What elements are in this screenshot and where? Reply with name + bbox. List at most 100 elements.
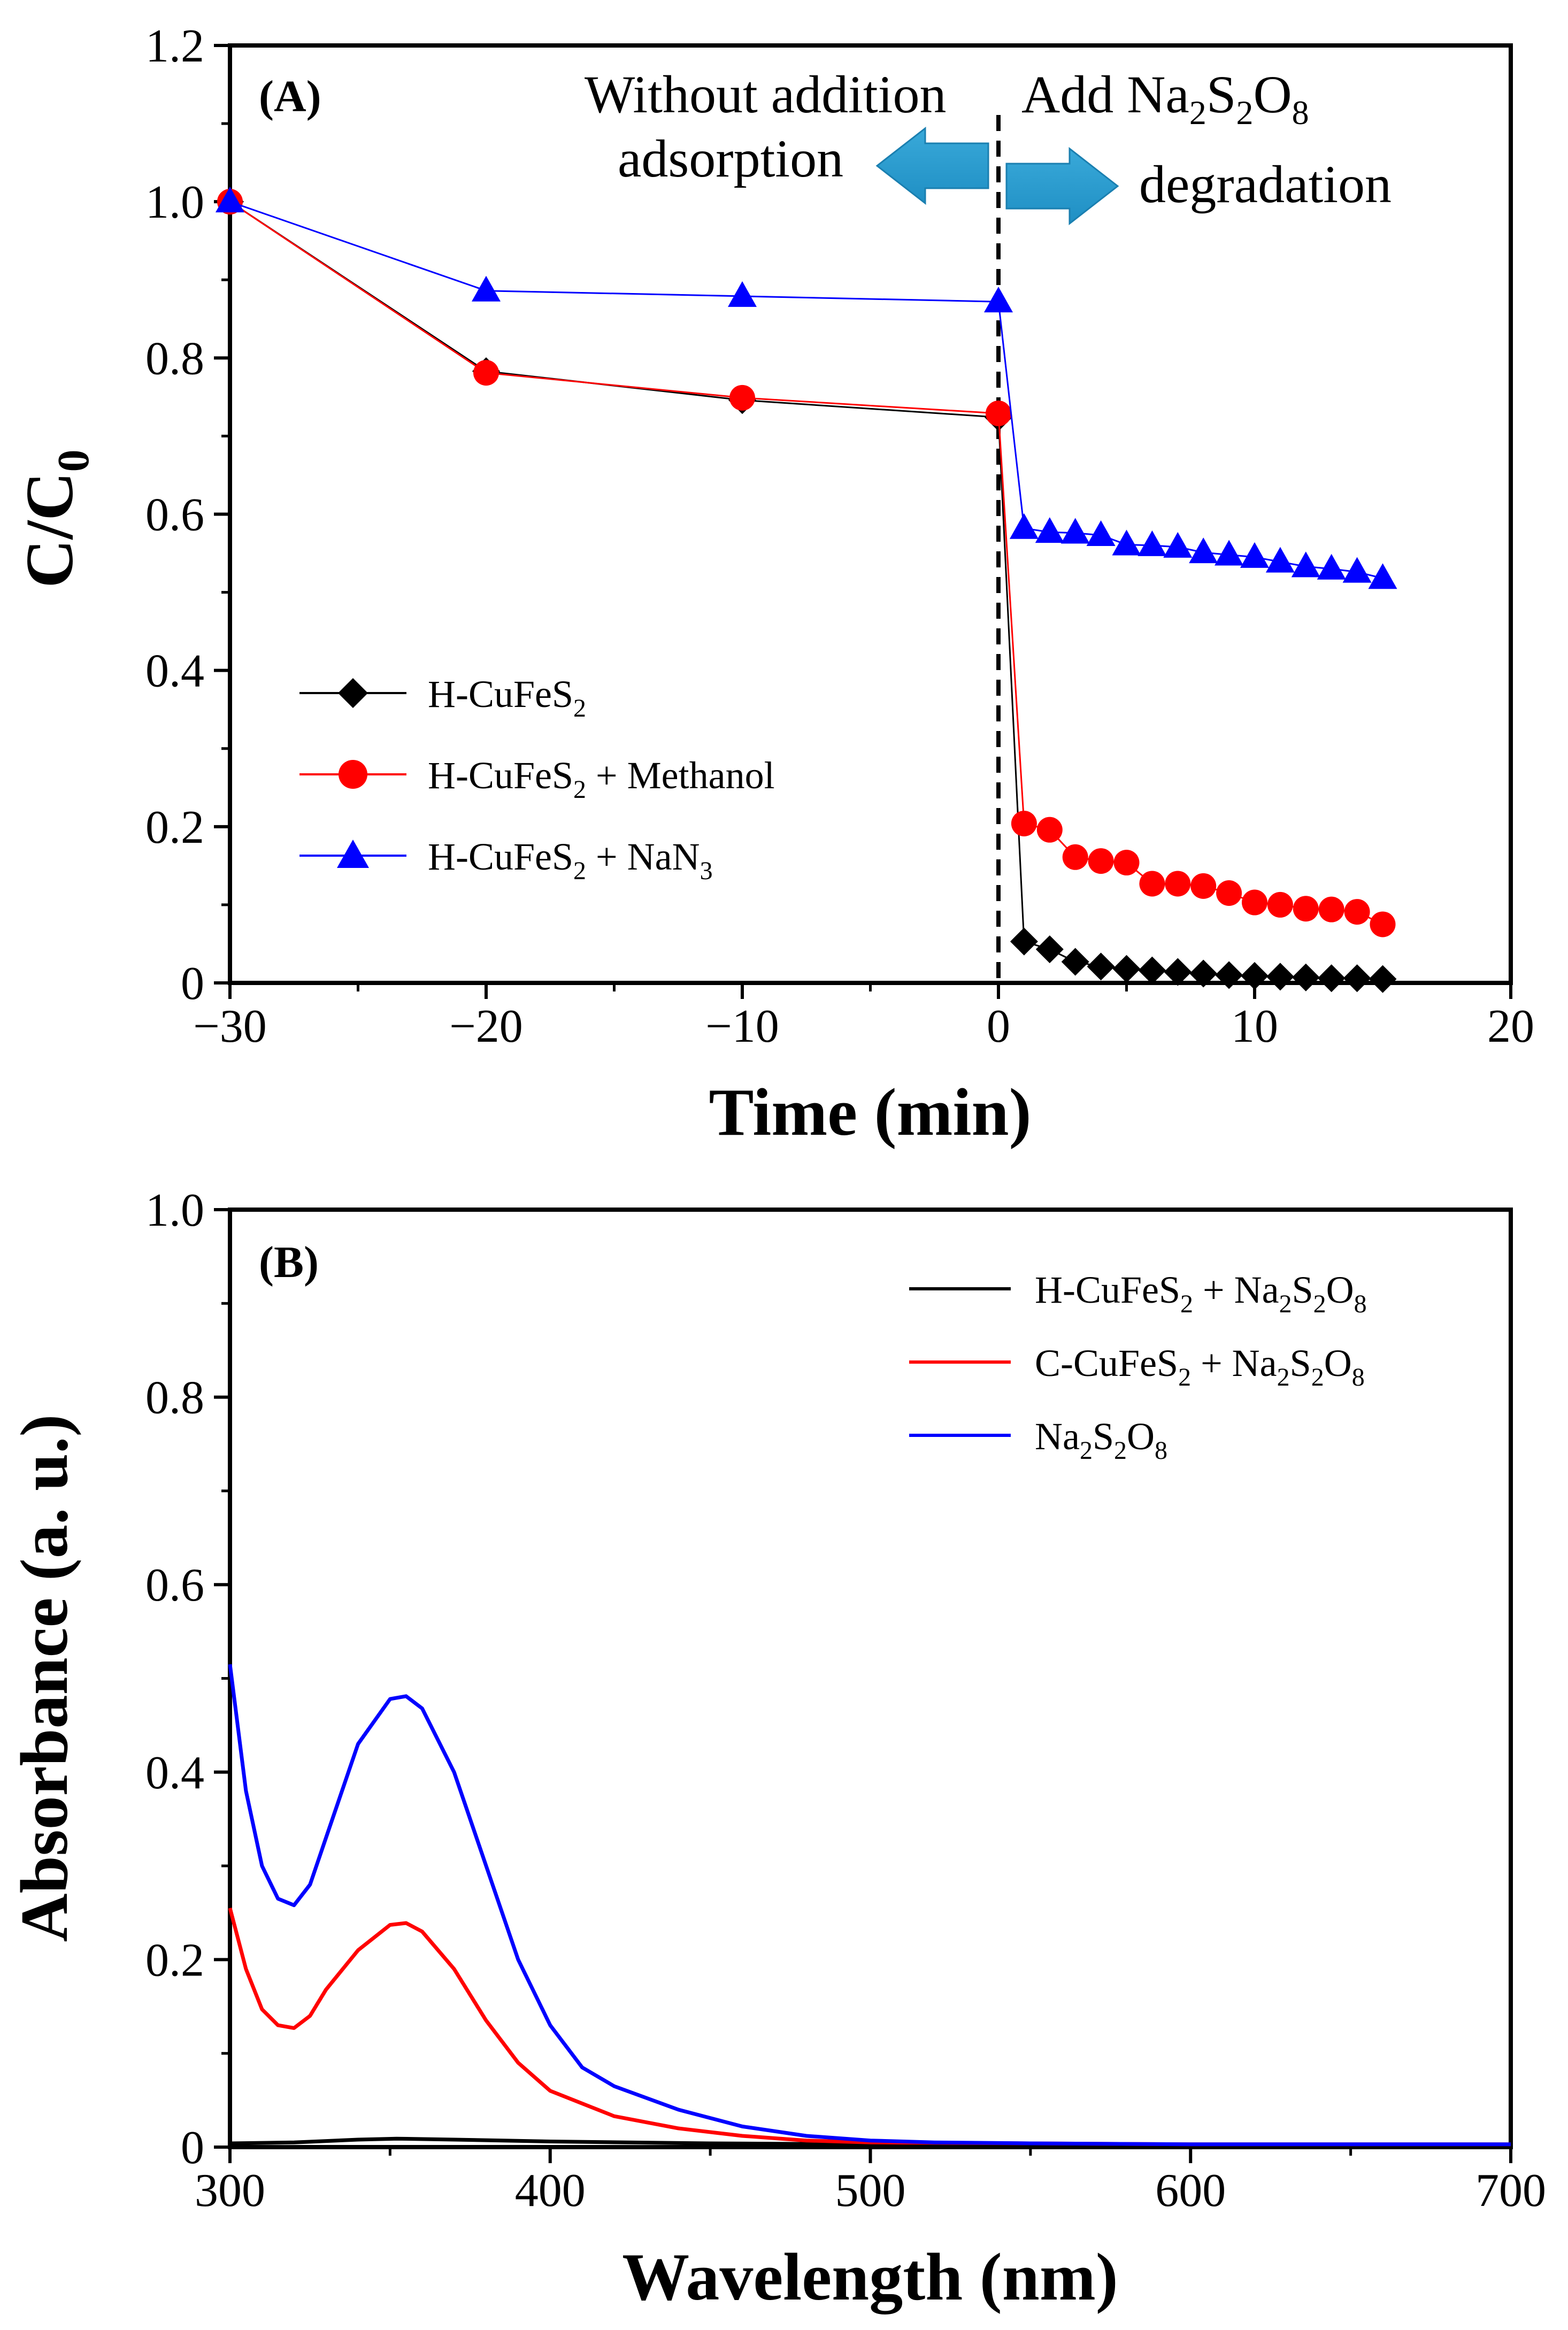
panel-a-data-point-1: [1113, 850, 1140, 876]
legend-text-part: S: [1093, 1415, 1114, 1458]
annotation-degradation: degradation: [1139, 155, 1392, 214]
legend-sub: 2: [1279, 1290, 1292, 1318]
panel-a-data-point-1: [1036, 817, 1063, 843]
panel-a-x-tick-label: 0: [987, 1001, 1010, 1052]
panel-a-label: (A): [259, 72, 321, 121]
panel-a-data-point-2: [1368, 563, 1397, 589]
panel-a-y-tick-label: 1.2: [145, 20, 204, 72]
panel-a-data-point-0: [1138, 956, 1166, 985]
annotation-adsorption: adsorption: [618, 129, 843, 188]
panel-a-y-tick-label: 0.4: [145, 645, 204, 697]
legend-text-part: O: [1324, 1342, 1352, 1385]
panel-b-ticks: [214, 1208, 1512, 2163]
panel-a-data-point-0: [1317, 964, 1346, 993]
panel-a-legend: H-CuFeS2 H-CuFeS2 + Methanol H-CuFeS2 + …: [299, 673, 775, 885]
panel-b-y-tick-label: 0.6: [145, 1559, 204, 1611]
legend-sub: 8: [1354, 1290, 1367, 1318]
panel-a-data-point-2: [1189, 537, 1218, 564]
legend-text-part: Na: [1035, 1415, 1080, 1458]
panel-a-data-point-2: [1112, 529, 1141, 556]
legend-marker-circle: [339, 760, 367, 789]
legend-text-part: C-CuFeS: [1035, 1342, 1178, 1385]
legend-na2s2o8: Na2S2O8: [1035, 1415, 1167, 1465]
legend-text-part: + Na: [1193, 1268, 1279, 1311]
panel-a-x-tick-label: −10: [705, 1001, 779, 1052]
legend-marker-diamond: [338, 678, 368, 708]
panel-b-series-line-2: [228, 1664, 1511, 2147]
annotation-without-addition: Without addition: [585, 65, 946, 124]
panel-a-data-point-0: [1292, 963, 1320, 991]
panel-a-series-line-0: [229, 201, 1383, 980]
panel-b-series-line-1: [228, 1908, 1511, 2147]
panel-a-x-tick-label: 10: [1231, 1001, 1278, 1052]
panel-a-data-point-2: [984, 287, 1013, 313]
panel-b-tick-labels: 300 400 500 600 700 0 0.2 0.4 0.6 0.8 1.0: [145, 1185, 1546, 2217]
panel-b-series: [228, 1664, 1511, 2147]
panel-b-y-tick-label: 0.8: [145, 1372, 204, 1424]
panel-a-series: [216, 187, 1397, 993]
panel-a-data-point-2: [1009, 513, 1039, 539]
annotation-sub: 2: [1236, 94, 1253, 132]
legend-sub: 8: [1352, 1363, 1365, 1391]
panel-a-y-tick-label: 1.0: [145, 176, 204, 228]
panel-a-data-point-1: [1318, 896, 1344, 922]
legend-sub: 2: [1313, 1290, 1326, 1318]
panel-a-data-point-1: [1370, 911, 1396, 937]
panel-a-data-point-1: [1139, 871, 1165, 897]
panel-a-data-point-2: [1086, 520, 1116, 546]
annotation-add-na-text: Add Na: [1021, 65, 1189, 124]
panel-a-data-point-1: [1088, 848, 1114, 874]
annotation-o-text: O: [1253, 65, 1292, 124]
panel-b-y-tick-label: 0.4: [145, 1747, 204, 1799]
legend-c-cufes2-na2s2o8: C-CuFeS2 + Na2S2O8: [1035, 1342, 1365, 1391]
panel-a-tick-labels: −30 −20 −10 0 10 20 0 0.2 0.4 0.6 0.8 1.0 1.2: [145, 20, 1534, 1052]
legend-text-part: S: [1292, 1268, 1313, 1311]
panel-b-x-axis-label: Wavelength (nm): [622, 2240, 1118, 2314]
panel-a-data-point-0: [1215, 961, 1243, 989]
legend-sub: 2: [573, 775, 586, 804]
legend-text-part: H-CuFeS: [428, 835, 573, 878]
panel-b-y-axis-label: Absorbance (a. u.): [7, 1414, 82, 1942]
legend-text-part: H-CuFeS: [1035, 1268, 1180, 1311]
panel-a-data-point-2: [1317, 553, 1346, 580]
panel-b-x-tick-label: 300: [195, 2165, 265, 2217]
panel-a-data-point-2: [1035, 517, 1064, 543]
legend-text-part: H-CuFeS: [428, 754, 573, 797]
panel-b-x-tick-label: 600: [1155, 2165, 1226, 2217]
panel-a-data-point-1: [1062, 844, 1088, 870]
panel-a-data-point-2: [1163, 532, 1193, 558]
panel-b-x-tick-label: 400: [515, 2165, 586, 2217]
panel-a-data-point-0: [1112, 955, 1141, 983]
legend-sub: 2: [1277, 1363, 1290, 1391]
panel-a-data-point-0: [1266, 963, 1294, 991]
panel-b-chart: 300 400 500 600 700 0 0.2 0.4 0.6 0.8 1.0 (B) H-Cu…: [7, 1185, 1546, 2314]
legend-text-part: + Na: [1191, 1342, 1277, 1385]
panel-b-y-tick-label: 0: [181, 2122, 204, 2174]
panel-a-data-point-2: [1342, 557, 1372, 583]
legend-h-cufes2-na2s2o8: H-CuFeS2 + Na2S2O8: [1035, 1268, 1367, 1318]
panel-a-data-point-1: [1242, 889, 1267, 916]
panel-a-data-point-1: [729, 385, 755, 411]
legend-h-cufes2-nan3: H-CuFeS2 + NaN3: [428, 835, 713, 885]
panel-a-data-point-1: [1190, 873, 1217, 899]
legend-text-part: O: [1326, 1268, 1354, 1311]
legend-sub: 2: [1180, 1290, 1193, 1318]
legend-sub: 3: [700, 857, 713, 885]
panel-a-series-line-2: [229, 201, 1383, 579]
panel-a-x-tick-label: 20: [1487, 1001, 1534, 1052]
panel-a-data-point-2: [1137, 530, 1167, 556]
legend-sub: 8: [1155, 1436, 1167, 1465]
annotation-sub: 2: [1189, 94, 1206, 132]
panel-a-x-tick-label: −30: [193, 1001, 267, 1052]
legend-h-cufes2-methanol: H-CuFeS2 + Methanol: [428, 754, 775, 804]
panel-b-x-tick-label: 500: [835, 2165, 906, 2217]
legend-text-part: H-CuFeS: [428, 673, 573, 716]
panel-a-x-tick-label: −20: [449, 1001, 523, 1052]
panel-a-data-point-1: [1165, 871, 1191, 897]
panel-a-data-point-0: [1010, 927, 1038, 956]
legend-sub: 2: [1114, 1436, 1127, 1465]
panel-a-data-point-2: [216, 187, 244, 213]
panel-a-data-point-1: [1011, 810, 1037, 836]
